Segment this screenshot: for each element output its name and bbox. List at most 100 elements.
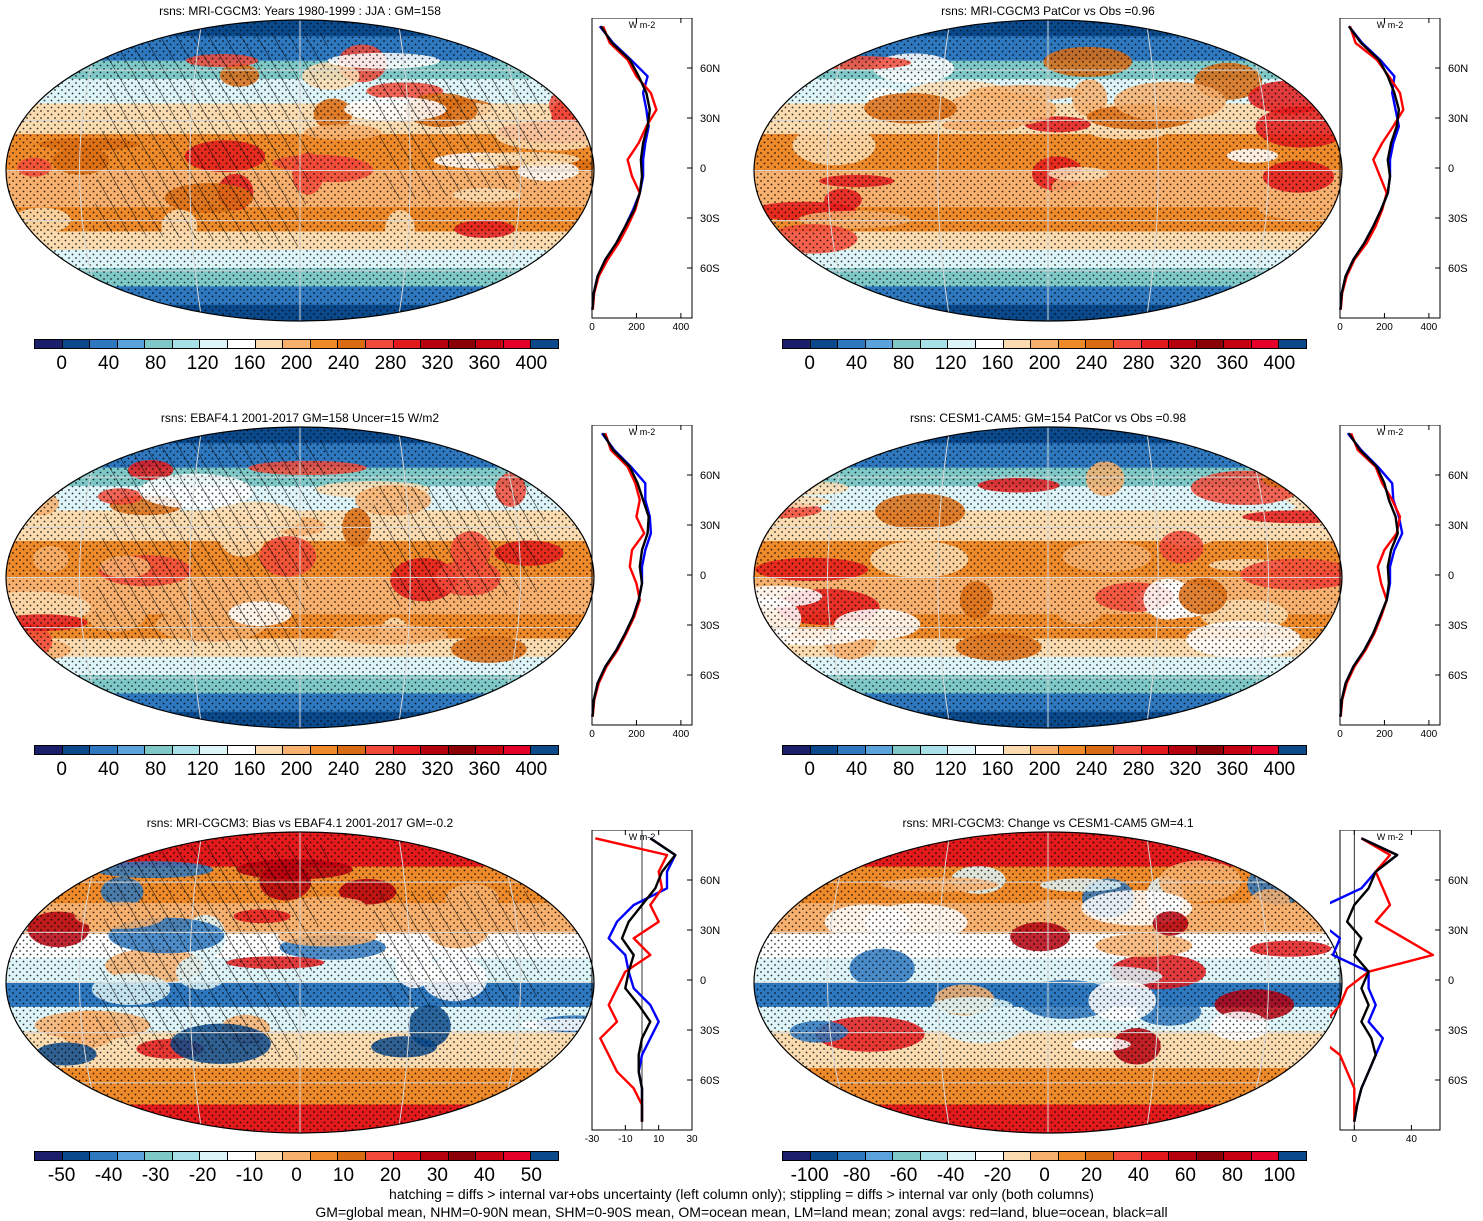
- colorbar-swatch: [448, 1152, 477, 1160]
- colorbar-swatch: [531, 340, 558, 348]
- colorbar-swatch: [783, 340, 811, 348]
- robinson-map: [5, 19, 595, 322]
- zonal-lat-tick-label: 30N: [700, 925, 720, 937]
- colorbar: [782, 339, 1307, 349]
- colorbar-swatch: [421, 746, 449, 754]
- colorbar-swatch: [365, 1152, 394, 1160]
- colorbar-tick-label: -50: [47, 1165, 76, 1186]
- footer-line-1: hatching = diffs > internal var+obs unce…: [389, 1186, 1094, 1202]
- colorbar-tick-label: 160: [233, 353, 266, 374]
- zonal-unit-label: W m-2: [629, 427, 656, 437]
- zonal-lat-tick-label: 60N: [700, 875, 720, 887]
- colorbar-swatch: [365, 340, 394, 348]
- colorbar-swatch: [90, 340, 118, 348]
- colorbar-swatch: [976, 1152, 1004, 1160]
- colorbar-swatch: [783, 746, 811, 754]
- zonal-x-tick-label: 200: [1376, 729, 1393, 740]
- colorbar-tick-label: 80: [1221, 1165, 1243, 1186]
- colorbar-tick-label: 240: [1075, 353, 1108, 374]
- robinson-map: [753, 831, 1343, 1134]
- zonal-x-tick-label: 10: [653, 1134, 665, 1145]
- colorbar-tick-label: -100: [790, 1165, 829, 1186]
- zonal-lat-tick-label: 0: [1448, 975, 1454, 987]
- zonal-lat-tick-label: 60S: [1448, 1075, 1468, 1087]
- colorbar-tick-label: 320: [421, 353, 454, 374]
- zonal-lat-tick-label: 30N: [1448, 520, 1468, 532]
- colorbar-swatch: [310, 746, 339, 754]
- colorbar-swatch: [393, 746, 422, 754]
- colorbar-swatch: [310, 1152, 339, 1160]
- colorbar-swatch: [35, 746, 63, 754]
- zonal-lat-tick-label: 30S: [1448, 213, 1468, 225]
- colorbar-swatch: [1113, 340, 1142, 348]
- colorbar-tick-label: 200: [280, 759, 313, 780]
- colorbar-tick-label: 30: [426, 1165, 448, 1186]
- colorbar-tick-label: 280: [374, 759, 407, 780]
- colorbar-tick-label: 400: [515, 759, 548, 780]
- colorbar-swatch: [145, 340, 173, 348]
- zonal-lat-tick-label: 60S: [1448, 263, 1468, 275]
- colorbar-swatch: [283, 1152, 311, 1160]
- colorbar-tick-label: 280: [374, 353, 407, 374]
- colorbar-tick-label: 240: [327, 759, 360, 780]
- colorbar-tick-label: -30: [141, 1165, 170, 1186]
- colorbar: [34, 1151, 559, 1161]
- colorbar-swatch: [1113, 746, 1142, 754]
- zonal-x-tick-label: 0: [589, 729, 595, 740]
- colorbar-tick-label: 100: [1263, 1165, 1296, 1186]
- colorbar-swatch: [920, 340, 949, 348]
- colorbar-swatch: [1003, 746, 1032, 754]
- colorbar-swatch: [283, 746, 311, 754]
- colorbar: [34, 745, 559, 755]
- colorbar-tick-label: 120: [186, 759, 219, 780]
- zonal-lat-tick-label: 60S: [700, 263, 720, 275]
- colorbar-swatch: [1086, 746, 1114, 754]
- colorbar-swatch: [1113, 1152, 1142, 1160]
- colorbar-swatch: [1169, 1152, 1197, 1160]
- colorbar-swatch: [1169, 340, 1197, 348]
- colorbar-tick-label: 280: [1122, 353, 1155, 374]
- colorbar-swatch: [1224, 746, 1252, 754]
- colorbar-swatch: [255, 746, 284, 754]
- colorbar-swatch: [35, 340, 63, 348]
- zonal-lat-tick-label: 30N: [1448, 113, 1468, 125]
- colorbar-tick-label: 0: [804, 353, 815, 374]
- zonal-lat-tick-label: 60S: [1448, 670, 1468, 682]
- colorbar-tick-label: 0: [56, 353, 67, 374]
- colorbar-swatch: [1058, 1152, 1087, 1160]
- colorbar-swatch: [1279, 746, 1306, 754]
- colorbar-swatch: [448, 746, 477, 754]
- colorbar-swatch: [200, 746, 229, 754]
- zonal-lat-tick-label: 30N: [700, 520, 720, 532]
- colorbar-tick-label: -60: [889, 1165, 918, 1186]
- zonal-lat-tick-label: 30S: [700, 213, 720, 225]
- zonal-lat-tick-label: 30S: [700, 620, 720, 632]
- colorbar-swatch: [810, 746, 839, 754]
- colorbar-swatch: [393, 340, 422, 348]
- colorbar-swatch: [448, 340, 477, 348]
- colorbar-swatch: [1086, 1152, 1114, 1160]
- colorbar-tick-label: 320: [1169, 759, 1202, 780]
- colorbar-tick-label: -40: [94, 1165, 123, 1186]
- colorbar-labels: 0 40 80 120 160 200 240 280 320 360 400: [782, 353, 1307, 375]
- colorbar-swatch: [255, 1152, 284, 1160]
- colorbar-swatch: [62, 340, 91, 348]
- colorbar-swatch: [1058, 340, 1087, 348]
- zonal-lat-tick-label: 60N: [1448, 875, 1468, 887]
- colorbar-swatch: [90, 1152, 118, 1160]
- colorbar-tick-label: 20: [379, 1165, 402, 1186]
- zonal-line-all: [1345, 837, 1399, 1122]
- colorbar-swatch: [1031, 340, 1059, 348]
- colorbar-swatch: [1196, 1152, 1225, 1160]
- zonal-line-land: [591, 432, 646, 717]
- colorbar-swatch: [228, 1152, 256, 1160]
- colorbar-tick-label: -20: [188, 1165, 217, 1186]
- zonal-line-all: [620, 837, 677, 1122]
- zonal-lat-tick-label: 30S: [700, 1025, 720, 1037]
- colorbar-tick-label: 160: [981, 759, 1014, 780]
- colorbar-tick-label: 40: [846, 353, 868, 374]
- colorbar-tick-label: -80: [842, 1165, 871, 1186]
- colorbar-tick-label: 320: [421, 759, 454, 780]
- colorbar-swatch: [310, 340, 339, 348]
- zonal-x-tick-label: 400: [1421, 729, 1438, 740]
